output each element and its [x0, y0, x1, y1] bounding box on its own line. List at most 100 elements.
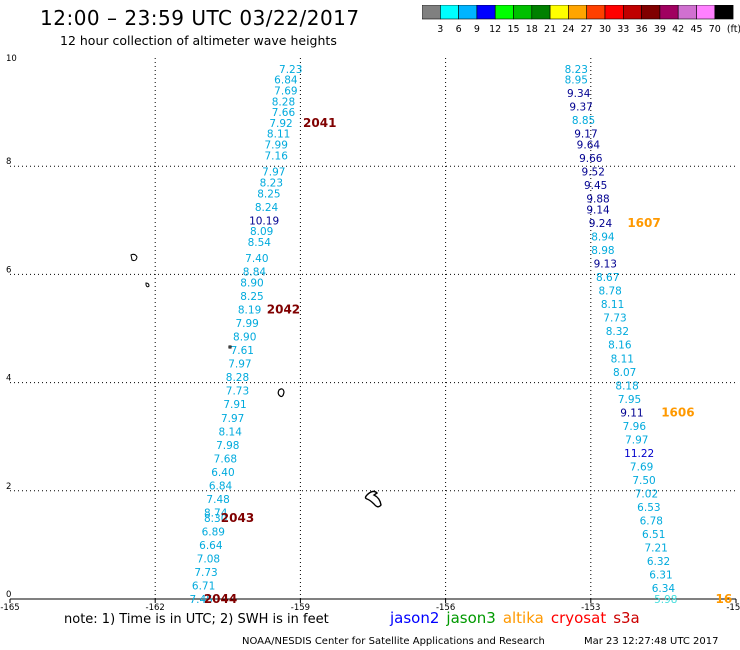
swh-value-label: 6.64: [199, 540, 223, 552]
swh-value-label: 6.71: [192, 580, 215, 592]
swh-value-label: 7.96: [623, 421, 647, 433]
colorbar-tick: 27: [581, 24, 593, 35]
swh-value-label: 7.21: [644, 543, 667, 555]
y-tick-label: 6: [6, 265, 11, 275]
swh-value-label: 7.97: [221, 413, 244, 425]
swh-value-label: 6.34: [652, 583, 676, 595]
swh-value-label: 6.32: [647, 556, 670, 568]
swh-value-label: 7.66: [272, 107, 296, 119]
colorbar-tick: 18: [526, 24, 538, 35]
legend-item: jason2: [390, 609, 440, 627]
plot-area: -165-162-159-156-153-1500246810 7.236.84…: [0, 54, 740, 612]
swh-value-label: 8.11: [601, 299, 624, 311]
pass-time-label: 16: [716, 592, 733, 606]
swh-value-label: 8.19: [238, 305, 261, 317]
swh-value-label: 7.73: [603, 313, 626, 325]
swh-value-label: 7.91: [223, 399, 246, 411]
island-outline: [228, 345, 232, 349]
swh-value-label: 7.98: [216, 440, 239, 452]
swh-value-label: 8.30: [204, 513, 227, 525]
swh-value-label: 7.97: [625, 434, 648, 446]
swh-value-label: 6.89: [202, 526, 225, 538]
generation-timestamp: Mar 23 12:27:48 UTC 2017: [584, 636, 719, 647]
x-tick-label: -153: [581, 603, 600, 612]
swh-value-label: 7.68: [214, 453, 237, 465]
y-tick-label: 4: [6, 374, 11, 384]
pass-time-label: 2043: [221, 511, 254, 525]
colorbar-tick: 21: [544, 24, 556, 35]
colorbar-tick: 24: [562, 24, 574, 35]
y-tick-label: 2: [6, 482, 11, 492]
colorbar-tick: 3: [437, 24, 443, 35]
swh-value-label: 8.18: [615, 380, 638, 392]
chart-title: 12:00 – 23:59 UTC 03/22/2017: [40, 6, 360, 30]
x-tick-label: -165: [0, 603, 19, 612]
legend-item: jason3: [446, 609, 496, 627]
legend-item: altika: [502, 609, 544, 627]
swh-value-label: 8.78: [598, 286, 621, 298]
y-tick-label: 8: [6, 157, 11, 167]
swh-value-label: 7.50: [632, 475, 655, 487]
swh-value-label: 8.90: [240, 278, 263, 290]
swh-value-label: 8.14: [219, 426, 243, 438]
swh-value-label: 10.19: [249, 215, 279, 227]
swh-value-label: 8.28: [226, 372, 249, 384]
swh-value-label: 8.11: [611, 353, 634, 365]
swh-value-label: 8.54: [248, 237, 272, 249]
x-tick-label: -156: [436, 603, 455, 612]
swh-value-label: 8.23: [260, 177, 283, 189]
credit-line: NOAA/NESDIS Center for Satellite Applica…: [242, 636, 545, 647]
axes: -165 -162 -159 -156 -153 -150 0 2 4 6 8 10: [0, 54, 740, 612]
swh-value-label: 6.40: [211, 467, 234, 479]
colorbar-tick: 36: [636, 24, 648, 35]
swh-value-label: 9.64: [577, 140, 601, 152]
swh-value-label: 7.02: [635, 489, 658, 501]
island-outline: [145, 282, 150, 288]
swh-value-label: 9.17: [574, 129, 597, 141]
swh-value-label: 9.66: [579, 153, 603, 165]
swh-value-label: 7.45: [189, 594, 212, 606]
pass-time-label: 1607: [627, 216, 660, 230]
x-tick-label: -159: [291, 603, 310, 612]
swh-value-label: 8.24: [255, 202, 279, 214]
swh-value-label: 7.97: [262, 167, 285, 179]
swh-value-label: 8.23: [565, 64, 588, 76]
swh-value-label: 9.52: [582, 167, 605, 179]
swh-value-label: 8.28: [272, 96, 295, 108]
swh-value-label: 8.74: [204, 507, 228, 519]
island-outline: [364, 490, 382, 508]
swh-value-label: 6.84: [274, 75, 298, 87]
legend-item: s3a: [613, 609, 640, 627]
grid-lines: [10, 58, 736, 599]
island-outline: [277, 388, 285, 398]
y-tick-label: 0: [6, 590, 11, 600]
colorbar-tick: 9: [474, 24, 480, 35]
swh-value-label: 9.34: [567, 88, 591, 100]
swh-value-label: 7.69: [630, 461, 653, 473]
colorbar-tick: 33: [617, 24, 629, 35]
swh-value-label: 6.84: [209, 480, 233, 492]
y-tick-label: 10: [6, 54, 17, 64]
swh-value-label: 6.78: [640, 516, 663, 528]
colorbar-swatch: [714, 5, 734, 20]
colorbar-tick: 12: [489, 24, 501, 35]
colorbar-tick: 42: [672, 24, 684, 35]
swh-value-label: 9.24: [589, 218, 613, 230]
swh-value-label: 8.32: [606, 326, 629, 338]
time-labels: 2041 2042 2043 2044 1607 1606 16: [204, 116, 732, 606]
swh-value-label: 8.11: [267, 129, 290, 141]
colorbar-unit-label: (ft): [727, 24, 740, 35]
swh-value-label: 6.51: [642, 529, 665, 541]
swh-value-label: 7.08: [197, 553, 220, 565]
colorbar-tick: 30: [599, 24, 611, 35]
swh-value-label: 8.94: [591, 232, 615, 244]
x-tick-label: -162: [146, 603, 165, 612]
swh-labels: 7.236.847.698.287.667.928.117.997.167.97…: [189, 64, 677, 606]
swh-value-label: 8.98: [591, 245, 614, 257]
swh-value-label: 8.16: [608, 340, 632, 352]
swh-value-label: 7.99: [235, 318, 258, 330]
land-outlines: [130, 253, 382, 508]
colorbar-tick: 45: [690, 24, 702, 35]
swh-value-label: 8.07: [613, 367, 636, 379]
colorbar-tick: 70: [709, 24, 721, 35]
